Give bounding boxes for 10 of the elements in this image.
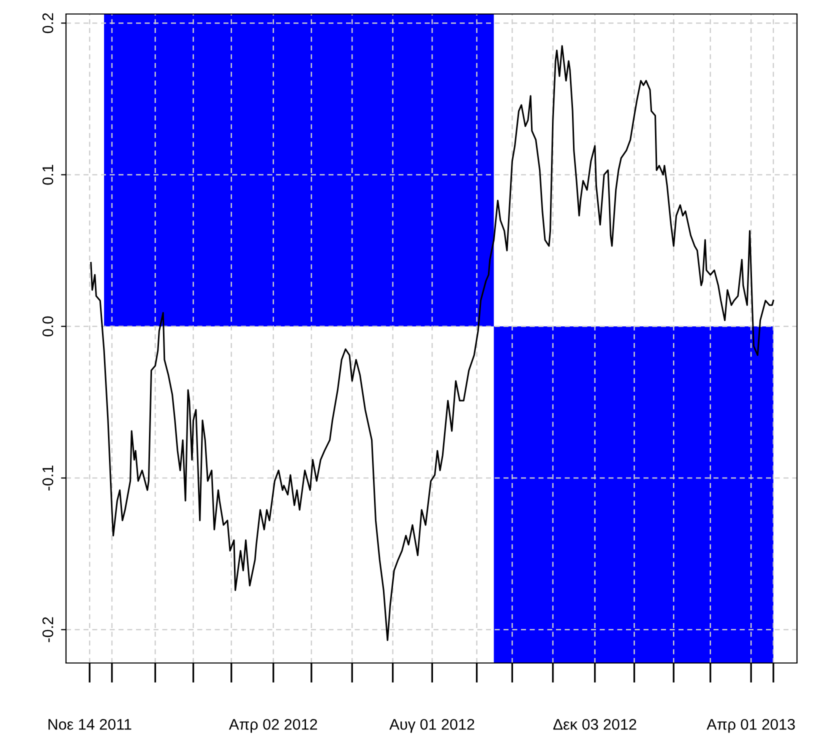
- y-tick-label: -0.2: [42, 617, 54, 642]
- x-tick-label: Απρ 01 2013: [706, 718, 795, 733]
- x-tick-label: Αυγ 01 2012: [389, 718, 474, 733]
- x-tick-label: Νοε 14 2011: [48, 718, 132, 730]
- y-tick-label: 0.2: [42, 13, 54, 34]
- y-tick-label: 0.1: [42, 164, 54, 185]
- x-tick-label: Δεκ 03 2012: [553, 718, 636, 730]
- y-tick-label: -0.1: [42, 466, 54, 490]
- x-tick-label: Απρ 02 2012: [228, 718, 318, 733]
- y-tick-label: 0.0: [42, 316, 54, 336]
